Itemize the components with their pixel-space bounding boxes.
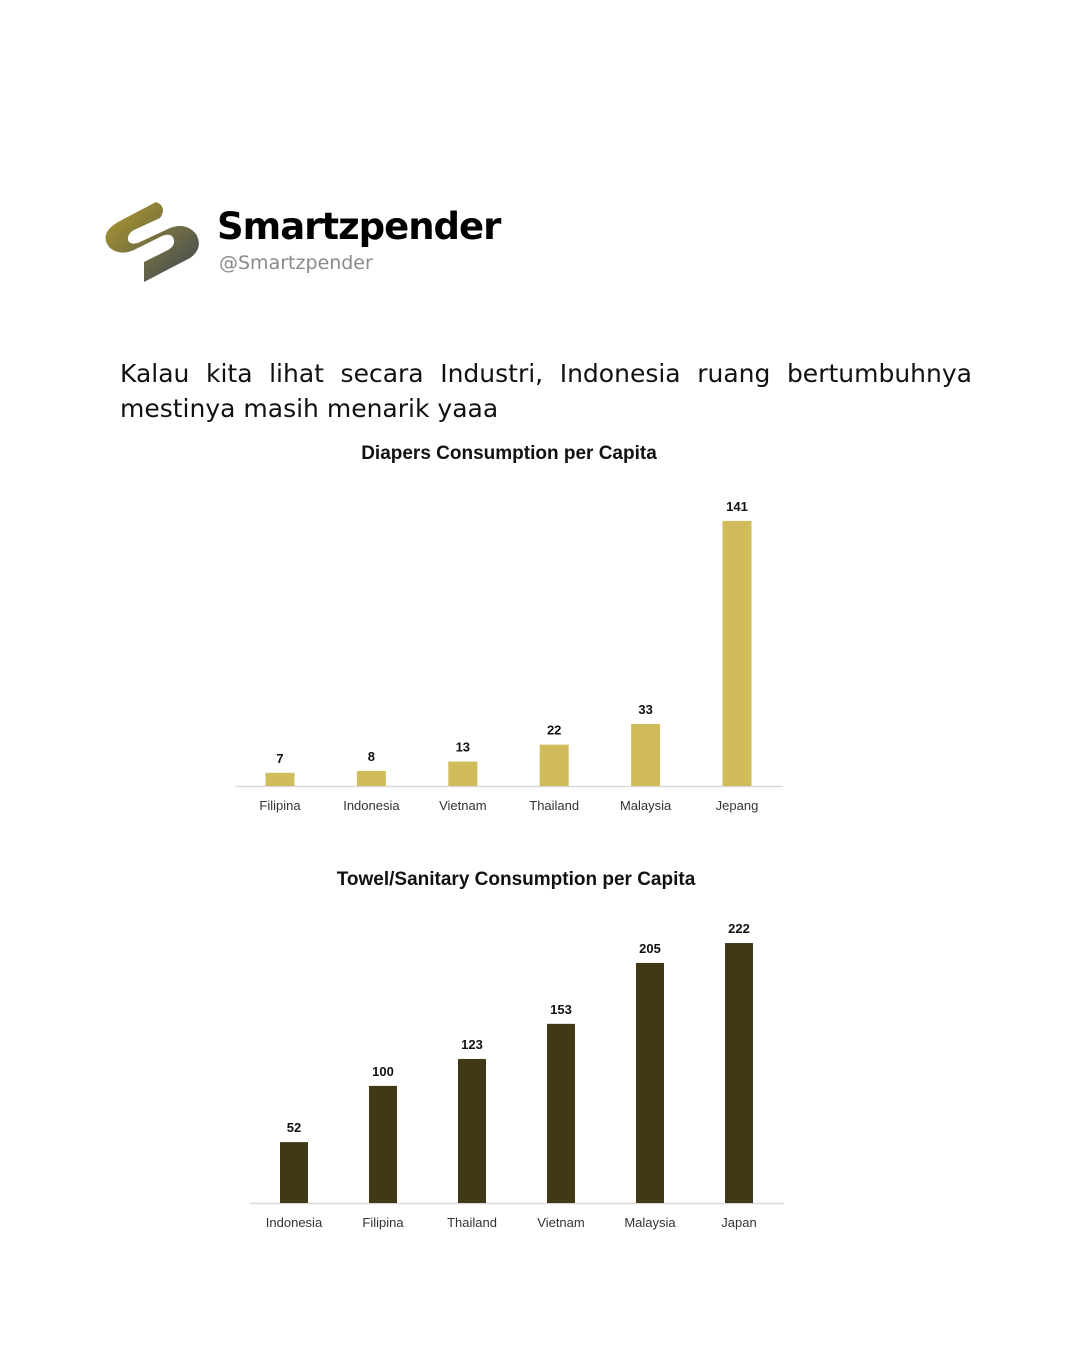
bar-thailand — [458, 1058, 486, 1203]
data-label: 13 — [456, 740, 470, 755]
bar-indonesia — [356, 770, 386, 786]
bar-indonesia — [280, 1142, 308, 1203]
bar-malaysia — [636, 962, 664, 1203]
profile-handle: @Smartzpender — [219, 252, 373, 274]
bar-vietnam — [448, 761, 478, 786]
smartzpender-logo — [105, 202, 199, 282]
bar-filipina — [265, 772, 295, 786]
x-tick-label: Filipina — [362, 1215, 404, 1230]
x-tick-label: Jepang — [716, 798, 759, 813]
data-label: 141 — [726, 499, 748, 514]
x-tick-label: Filipina — [259, 798, 301, 813]
x-tick-label: Indonesia — [343, 798, 400, 813]
x-tick-label: Vietnam — [537, 1215, 584, 1230]
bar-filipina — [369, 1085, 397, 1203]
x-tick-label: Malaysia — [624, 1215, 676, 1230]
bar-vietnam — [547, 1023, 575, 1203]
chart-title: Towel/Sanitary Consumption per Capita — [337, 869, 696, 890]
bar-japan — [725, 943, 753, 1203]
bar-jepang — [722, 520, 752, 786]
x-tick-label: Thailand — [447, 1215, 497, 1230]
bar-thailand — [539, 744, 569, 786]
data-label: 52 — [287, 1120, 301, 1135]
chart-title: Diapers Consumption per Capita — [361, 443, 657, 464]
x-tick-label: Indonesia — [266, 1215, 323, 1230]
data-label: 8 — [368, 749, 375, 764]
diapers-chart: Diapers Consumption per Capita 7 Filipina… — [235, 443, 783, 813]
data-label: 153 — [550, 1002, 572, 1017]
data-label: 22 — [547, 723, 561, 738]
x-tick-label: Japan — [721, 1215, 756, 1230]
data-label: 100 — [372, 1064, 394, 1079]
data-label: 33 — [638, 702, 652, 717]
bar-malaysia — [631, 723, 661, 786]
x-tick-label: Malaysia — [620, 798, 672, 813]
data-label: 222 — [728, 921, 750, 936]
data-label: 205 — [639, 941, 661, 956]
profile-name: Smartzpender — [217, 205, 501, 248]
data-label: 123 — [461, 1037, 483, 1052]
x-tick-label: Thailand — [529, 798, 579, 813]
towel-chart: Towel/Sanitary Consumption per Capita 52… — [250, 869, 784, 1230]
post-text: Kalau kita lihat secara Industri, Indone… — [120, 359, 972, 423]
x-tick-label: Vietnam — [439, 798, 486, 813]
data-label: 7 — [276, 751, 283, 766]
